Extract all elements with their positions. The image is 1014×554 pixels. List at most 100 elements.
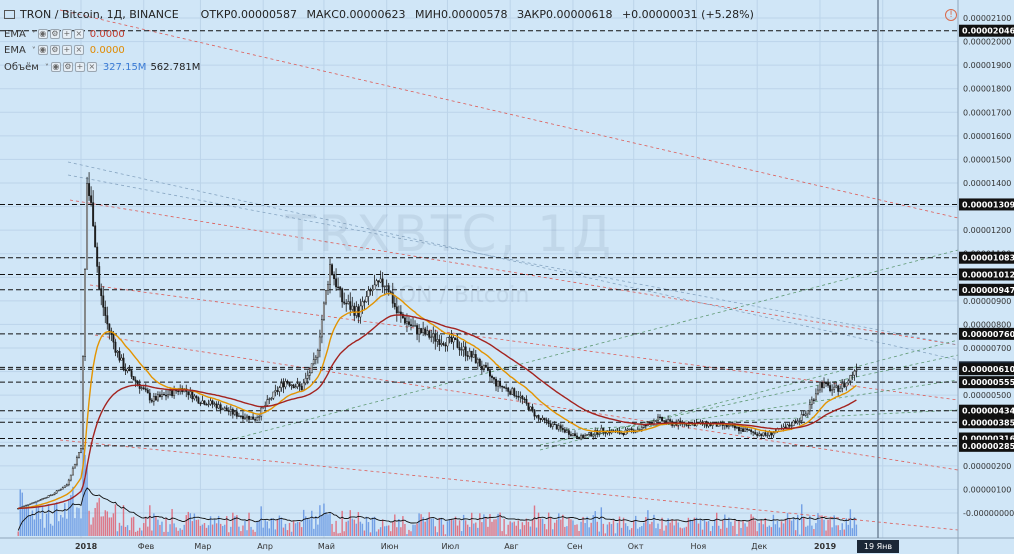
- volume-bar: [414, 524, 416, 536]
- price-level-label: 0.00001309: [962, 200, 1014, 209]
- candle-body: [312, 359, 315, 364]
- candle-body: [71, 467, 74, 476]
- close-icon[interactable]: ×: [73, 29, 84, 39]
- volume-bar: [718, 525, 720, 536]
- settings-icon[interactable]: ⚙: [49, 29, 60, 39]
- more-icon[interactable]: +: [61, 29, 72, 39]
- candle-body: [851, 374, 854, 377]
- volume-bar: [157, 519, 159, 536]
- volume-bar: [475, 522, 477, 536]
- candle-body: [284, 380, 287, 388]
- volume-bar: [632, 520, 635, 536]
- eye-icon[interactable]: ◉: [37, 45, 48, 55]
- candle-body: [788, 424, 791, 427]
- candle-body: [276, 390, 279, 392]
- candle-body: [25, 504, 28, 507]
- volume-bar: [665, 525, 667, 536]
- price-level-label: 0.00000947: [962, 286, 1014, 295]
- volume-bar: [703, 519, 706, 536]
- volume-bar: [853, 517, 856, 536]
- close-icon[interactable]: ×: [86, 62, 97, 72]
- candle-body: [205, 404, 208, 406]
- volume-bar: [343, 531, 345, 536]
- volume-bar: [560, 519, 562, 536]
- volume-bar: [39, 519, 42, 536]
- price-level-badge: [959, 198, 1014, 211]
- price-level-badge: [959, 439, 1014, 452]
- volume-bar: [379, 527, 382, 536]
- volume-bar: [428, 512, 430, 536]
- chevron-down-icon[interactable]: ˅: [31, 29, 36, 39]
- candle-body: [460, 349, 463, 351]
- volume-bar: [84, 454, 86, 536]
- eye-icon[interactable]: ◉: [50, 62, 61, 72]
- volume-bar: [49, 523, 52, 536]
- candle-body: [43, 497, 46, 500]
- volume-bar: [473, 523, 475, 536]
- volume-bar: [456, 525, 459, 536]
- settings-icon[interactable]: ⚙: [49, 45, 60, 55]
- indicator-name: EMA: [4, 28, 26, 40]
- candle-body: [792, 420, 795, 426]
- volume-bar: [620, 527, 623, 536]
- volume-bar: [262, 527, 264, 536]
- candle-body: [422, 328, 425, 333]
- candle-body: [154, 396, 157, 401]
- volume-bar: [31, 510, 34, 536]
- volume-bar: [491, 521, 493, 536]
- volume-bar: [460, 531, 463, 536]
- settings-icon[interactable]: ⚙: [62, 62, 73, 72]
- candle-body: [553, 423, 556, 426]
- volume-bar: [738, 520, 740, 536]
- alert-icon[interactable]: !: [945, 9, 957, 21]
- candle-body: [432, 333, 435, 338]
- collapse-icon[interactable]: [4, 10, 15, 19]
- volume-bar: [244, 520, 246, 536]
- y-tick-label: 0.00000900: [963, 297, 1011, 306]
- eye-icon[interactable]: ◉: [37, 29, 48, 39]
- ema-lines: [18, 292, 857, 509]
- candle-body: [472, 354, 475, 358]
- price-level-label: 0.00000610: [962, 365, 1014, 374]
- candle-body: [29, 503, 32, 505]
- candle-body: [810, 399, 813, 405]
- volume-bar: [319, 505, 321, 536]
- volume-bar: [177, 530, 179, 536]
- volume-bar: [746, 526, 748, 536]
- candle-body: [452, 337, 455, 343]
- symbol-title[interactable]: TRON / Bitcoin, 1Д, BINANCE: [20, 8, 179, 21]
- x-tick-label: 2018: [75, 542, 98, 551]
- volume-bar: [37, 506, 40, 536]
- volume-bar: [792, 517, 795, 536]
- volume-bar: [402, 516, 404, 536]
- candle-body: [735, 426, 738, 429]
- y-tick-label: 0.00001900: [963, 61, 1011, 70]
- volume-bar: [355, 523, 358, 536]
- candle-body: [369, 290, 372, 292]
- indicator-legend-ema-2[interactable]: EMA ˅ ◉ ⚙ + × 0.0000: [4, 43, 125, 57]
- indicator-legend-volume[interactable]: Объём ˅ ◉ ⚙ + × 327.15M 562.781M: [4, 60, 200, 74]
- volume-bar: [371, 517, 374, 536]
- volume-bar: [734, 520, 736, 536]
- close-icon[interactable]: ×: [73, 45, 84, 55]
- volume-bar: [790, 520, 793, 536]
- candle-body: [814, 393, 817, 401]
- candle-body: [108, 323, 111, 332]
- x-tick-label: Мар: [194, 542, 211, 551]
- volume-bar: [485, 517, 487, 536]
- indicator-legend-ema-1[interactable]: EMA ˅ ◉ ⚙ + × 0.0000: [4, 27, 125, 41]
- more-icon[interactable]: +: [61, 45, 72, 55]
- more-icon[interactable]: +: [74, 62, 85, 72]
- volume-bar: [396, 527, 398, 536]
- candle-body: [750, 429, 753, 432]
- candle-body: [274, 390, 277, 393]
- volume-bar: [274, 529, 277, 536]
- ohlc-change: +0.00000031 (+5.28%): [621, 8, 754, 21]
- candle-body: [794, 420, 797, 424]
- candle-body: [300, 385, 303, 391]
- trend-line: [59, 439, 959, 531]
- chevron-down-icon[interactable]: ˅: [31, 45, 36, 55]
- chevron-down-icon[interactable]: ˅: [44, 62, 49, 72]
- indicator-name: Объём: [4, 61, 39, 73]
